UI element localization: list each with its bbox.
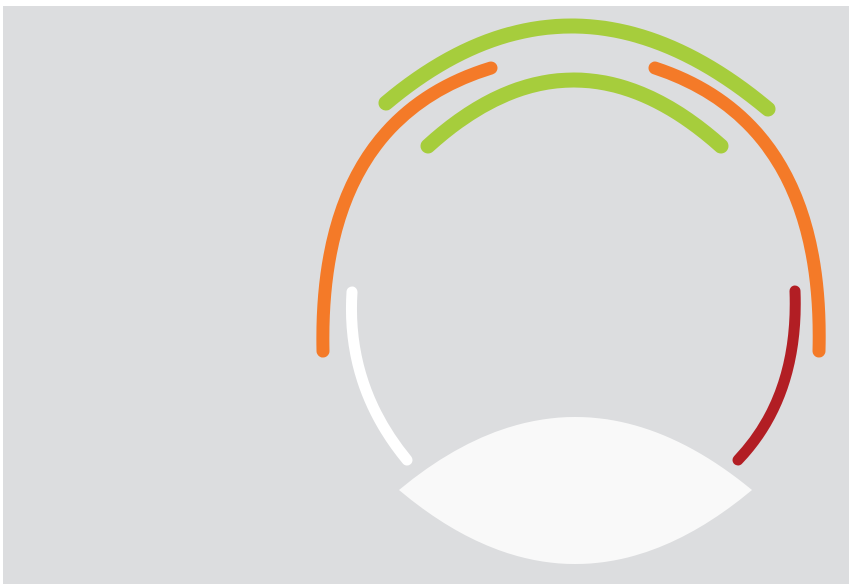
artwork-canvas — [3, 6, 849, 584]
orange-right-arc — [648, 61, 826, 358]
abstract-circular-gauge-icon — [316, 18, 826, 564]
inner-green-arc — [420, 72, 729, 154]
white-left-arc — [345, 286, 413, 466]
outer-green-arc — [378, 18, 776, 117]
lens-shape — [399, 417, 752, 564]
orange-left-arc — [316, 61, 498, 358]
red-right-arc — [732, 285, 801, 466]
